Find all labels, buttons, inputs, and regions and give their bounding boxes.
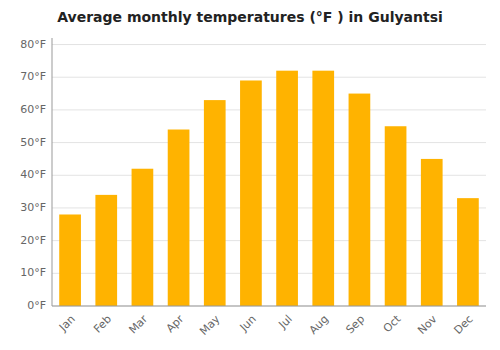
- grid-line: [52, 77, 486, 78]
- chart-svg: Average monthly temperatures (°F ) in Gu…: [0, 0, 500, 350]
- bar: [204, 100, 226, 306]
- x-tick-label: May: [197, 312, 223, 338]
- y-tick-label: 30°F: [20, 201, 46, 214]
- y-tick-label: 40°F: [20, 168, 46, 181]
- bar: [95, 195, 117, 306]
- x-tick-label: Jun: [237, 313, 259, 335]
- bar: [457, 198, 479, 306]
- grid-line: [52, 109, 486, 110]
- x-tick-label: Aug: [307, 313, 331, 337]
- chart-container: Average monthly temperatures (°F ) in Gu…: [0, 0, 500, 350]
- y-tick-label: 80°F: [20, 38, 46, 51]
- x-tick-label: Oct: [381, 312, 404, 335]
- grid: [52, 45, 486, 306]
- bar: [276, 71, 298, 306]
- grid-line: [52, 306, 486, 307]
- x-tick-label: Dec: [451, 313, 475, 337]
- bar: [59, 214, 81, 306]
- y-tick-label: 70°F: [20, 70, 46, 83]
- bar: [312, 71, 334, 306]
- y-tick-label: 0°F: [27, 299, 46, 312]
- x-tick-label: Jan: [56, 313, 78, 335]
- x-tick-label: Apr: [164, 312, 187, 335]
- grid-line: [52, 44, 486, 45]
- x-tick-label: Jul: [276, 313, 295, 332]
- y-axis-line: [52, 38, 53, 306]
- x-tick-label: Nov: [415, 312, 440, 337]
- x-tick-label: Sep: [343, 313, 367, 337]
- y-tick-label: 10°F: [20, 266, 46, 279]
- x-axis-line: [52, 306, 486, 307]
- y-tick-label: 60°F: [20, 103, 46, 116]
- bar: [385, 126, 407, 306]
- y-tick-label: 20°F: [20, 234, 46, 247]
- page: {"chart_data": {"type": "bar", "title": …: [0, 0, 500, 350]
- bar: [421, 159, 443, 306]
- x-tick-label: Mar: [126, 312, 150, 336]
- bar: [349, 94, 371, 306]
- x-tick-label: Feb: [91, 313, 114, 336]
- bar: [168, 130, 190, 306]
- y-tick-label: 50°F: [20, 136, 46, 149]
- bar: [132, 169, 154, 306]
- grid-line: [52, 142, 486, 143]
- bar: [240, 80, 262, 306]
- bars: [59, 71, 479, 306]
- title: Average monthly temperatures (°F ) in Gu…: [57, 9, 443, 25]
